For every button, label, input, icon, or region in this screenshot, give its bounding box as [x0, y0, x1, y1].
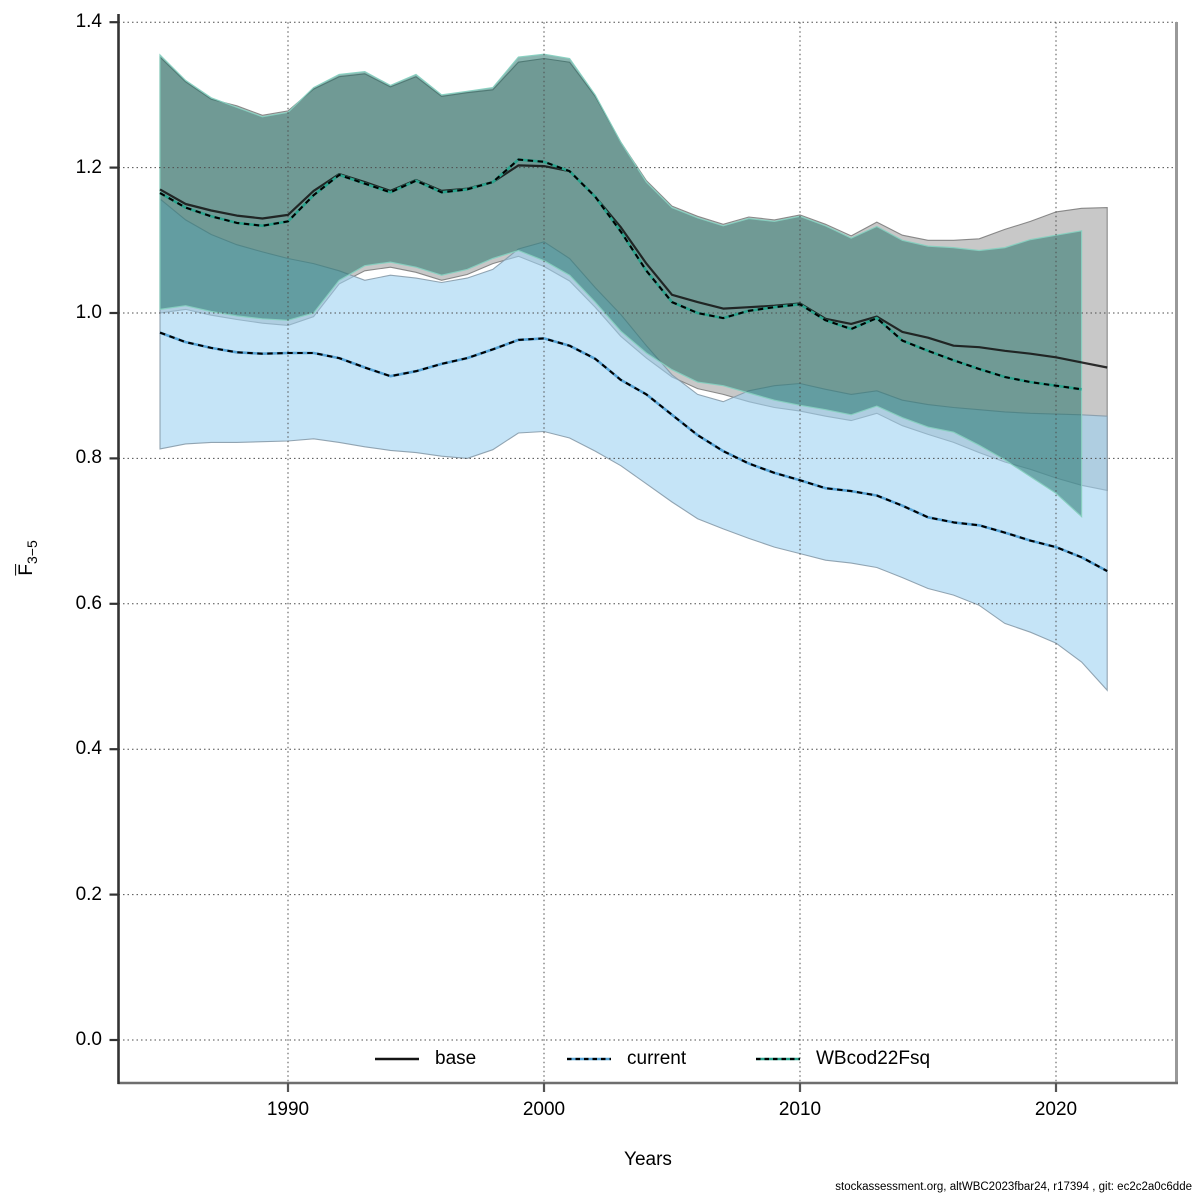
- y-tick-label: 0.6: [75, 592, 102, 614]
- y-axis-title: F3−5: [16, 503, 40, 613]
- legend-line-current: [567, 1057, 611, 1061]
- x-tick-label: 2020: [1034, 1099, 1078, 1120]
- legend-label-current: current: [627, 1048, 687, 1069]
- wbcod22fsq-median-line-dashes: [159, 158, 1082, 391]
- legend-item-current: current: [566, 1046, 686, 1072]
- legend-label-base: base: [435, 1048, 477, 1069]
- legend-line-base: [375, 1057, 419, 1061]
- base-median-line: [159, 164, 1108, 369]
- legend-item-wbcod22fsq: WBcod22Fsq: [755, 1046, 930, 1072]
- y-axis-title-fbar: F: [16, 563, 38, 576]
- current-confidence-band: [159, 197, 1108, 692]
- y-tick-label: 1.4: [75, 11, 102, 33]
- y-tick-label: 0.2: [75, 883, 102, 905]
- x-tick-label: 1990: [266, 1099, 310, 1120]
- y-tick-label: 0.4: [75, 738, 102, 760]
- legend-line-wbcod22fsq: [756, 1057, 800, 1061]
- current-median-line-dashes: [159, 331, 1108, 573]
- legend-item-base: base: [374, 1046, 476, 1072]
- wbcod22fsq-confidence-band: [159, 53, 1083, 518]
- y-tick-label: 1.2: [75, 156, 102, 178]
- y-tick-label: 1.0: [75, 302, 102, 323]
- legend-label-wbcod22fsq: WBcod22Fsq: [816, 1048, 931, 1069]
- x-tick-label: 2000: [522, 1099, 566, 1120]
- footer-attribution: stockassessment.org, altWBC2023fbar24, r…: [835, 1181, 1192, 1193]
- x-tick-label: 2010: [778, 1099, 822, 1120]
- x-axis-title: Years: [624, 1149, 672, 1170]
- y-tick-label: 0.0: [75, 1029, 102, 1050]
- y-axis-title-subscript: 3−5: [23, 540, 40, 564]
- y-tick-label: 0.8: [75, 447, 102, 469]
